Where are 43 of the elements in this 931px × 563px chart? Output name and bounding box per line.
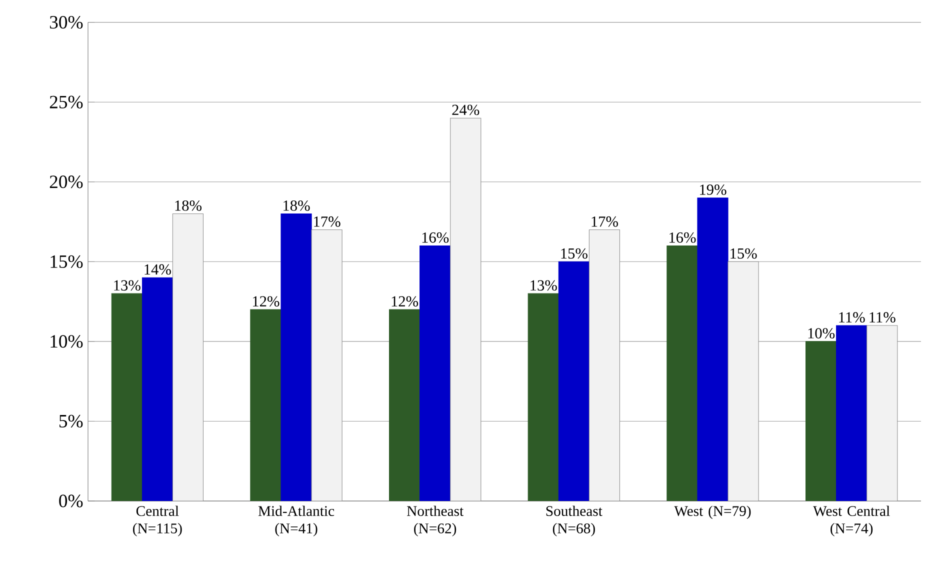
- data-label: 11%: [839, 312, 865, 323]
- x-tick-label: Northeast (N=62): [406, 506, 464, 536]
- data-label: 17%: [592, 216, 618, 227]
- data-label: 24%: [452, 104, 480, 116]
- y-tick-label: 5%: [60, 414, 83, 428]
- bar: [697, 198, 728, 501]
- bar: [588, 229, 620, 501]
- data-label: 12%: [253, 296, 280, 307]
- data-label: 13%: [114, 280, 140, 291]
- data-label: 12%: [392, 296, 418, 307]
- data-label: 14%: [144, 264, 171, 275]
- data-label: 15%: [561, 248, 588, 259]
- x-tick-label: West Central (N=74): [813, 506, 890, 536]
- y-tick-label: 25%: [50, 96, 83, 108]
- data-label: 16%: [669, 232, 696, 243]
- bar: [728, 261, 759, 501]
- bar: [420, 245, 451, 501]
- y-tick-label: 20%: [50, 176, 83, 188]
- bar: [172, 214, 204, 501]
- x-tick-label: Mid-Atlantic (N=41): [258, 506, 334, 536]
- x-tick-label: West (N=79): [674, 506, 751, 519]
- data-label: 10%: [808, 328, 835, 339]
- data-label: 13%: [530, 280, 557, 291]
- y-tick-label: 15%: [50, 255, 83, 268]
- data-label: 15%: [730, 248, 757, 259]
- y-tick-label: 10%: [50, 335, 83, 348]
- data-label: 18%: [284, 200, 310, 211]
- bar: [558, 261, 590, 501]
- bar: [311, 229, 342, 501]
- bar: [142, 277, 173, 501]
- data-label: 16%: [422, 232, 449, 243]
- x-tick-label: Southeast (N=68): [546, 506, 602, 536]
- data-label: 17%: [314, 216, 340, 227]
- data-label: 18%: [175, 200, 202, 211]
- x-tick-label: Central (N=115): [133, 506, 182, 536]
- bar: [280, 214, 312, 501]
- data-label: 11%: [870, 312, 896, 323]
- bar: [450, 118, 482, 501]
- data-label: 19%: [700, 184, 726, 195]
- bar: [866, 325, 898, 501]
- y-tick-label: 0%: [59, 494, 83, 508]
- bar: [836, 325, 868, 501]
- y-tick-label: 30%: [50, 16, 83, 29]
